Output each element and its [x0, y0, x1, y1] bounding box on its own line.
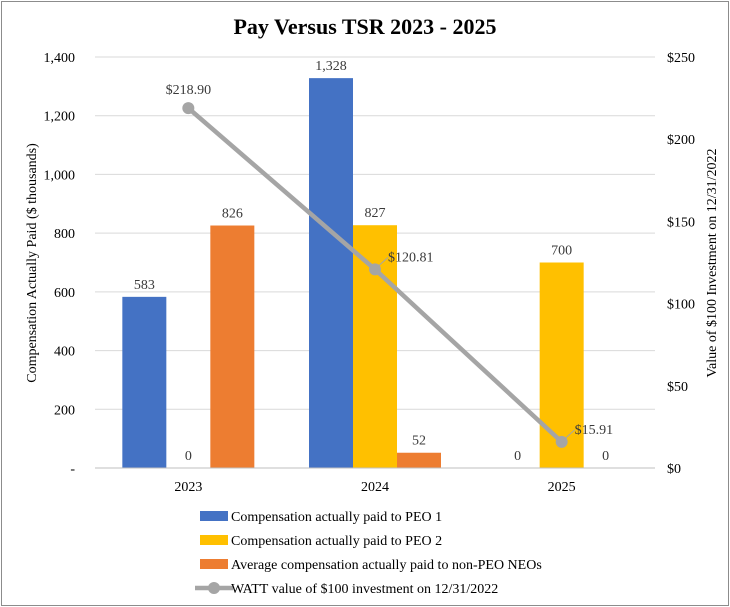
x-tick-label: 2023 — [174, 480, 202, 495]
y-tick-label: 200 — [54, 403, 75, 418]
y-tick-label: 400 — [54, 345, 75, 360]
legend: Compensation actually paid to PEO 1 Compe… — [195, 510, 542, 597]
tsr-leader-line — [564, 429, 576, 440]
y2-tick-label: $0 — [667, 462, 681, 477]
y2-tick-label: $150 — [667, 215, 695, 230]
y2-tick-label: $200 — [667, 133, 695, 148]
y2-tick-label: $100 — [667, 298, 695, 313]
bar-data-label: 0 — [514, 449, 521, 464]
bar-data-label: 700 — [551, 244, 572, 259]
x-tick-label: 2025 — [548, 480, 576, 495]
bar-data-label: 826 — [222, 207, 243, 222]
y-tick-label: 1,000 — [44, 168, 76, 183]
bar-data-label: 52 — [412, 434, 426, 449]
y-tick-label: 1,400 — [44, 51, 76, 66]
y-tick-label: 800 — [54, 227, 75, 242]
bar-data-label: 1,328 — [315, 59, 347, 74]
legend-marker — [208, 582, 220, 594]
legend-label: Average compensation actually paid to no… — [231, 558, 542, 573]
axes: - 200 400 600 800 1,000 1,200 1,400 $0 $50 $100 $15… — [44, 51, 696, 495]
y-tick-label: 600 — [54, 286, 75, 301]
bar — [210, 225, 255, 468]
tsr-leader-line — [377, 257, 389, 267]
bars — [122, 78, 584, 468]
y2-tick-label: $250 — [667, 51, 695, 66]
bar-data-label: 0 — [602, 449, 609, 464]
legend-swatch — [200, 511, 228, 521]
data-labels: 583 1,328 0 0 827 700 826 52 0 $218.90 $120.81 $15.… — [134, 59, 613, 464]
tsr-point — [182, 102, 195, 115]
bar — [122, 296, 167, 468]
legend-label: WATT value of $100 investment on 12/31/2… — [231, 582, 498, 597]
y-tick-label: 1,200 — [44, 110, 76, 125]
bar — [539, 262, 584, 468]
legend-label: Compensation actually paid to PEO 2 — [231, 534, 442, 549]
legend-label: Compensation actually paid to PEO 1 — [231, 510, 442, 525]
bar-data-label: 583 — [134, 278, 155, 293]
bar-data-label: 827 — [365, 206, 386, 221]
bar — [397, 452, 441, 468]
y-tick-label: - — [70, 462, 75, 477]
tsr-data-label: $15.91 — [575, 423, 614, 438]
legend-swatch — [200, 535, 228, 545]
y2-tick-label: $50 — [667, 380, 688, 395]
tsr-line — [182, 102, 568, 448]
tsr-data-label: $218.90 — [166, 83, 212, 98]
bar — [309, 78, 353, 468]
bar-data-label: 0 — [185, 449, 192, 464]
tsr-data-label: $120.81 — [388, 250, 434, 265]
legend-swatch — [200, 559, 228, 569]
x-tick-label: 2024 — [361, 480, 389, 495]
chart-title: Pay Versus TSR 2023 - 2025 — [233, 14, 496, 39]
y2-axis-label: Value of $100 Investment on 12/31/2022 — [705, 148, 720, 377]
y-axis-label: Compensation Actually Paid ($ thousands) — [25, 143, 40, 383]
